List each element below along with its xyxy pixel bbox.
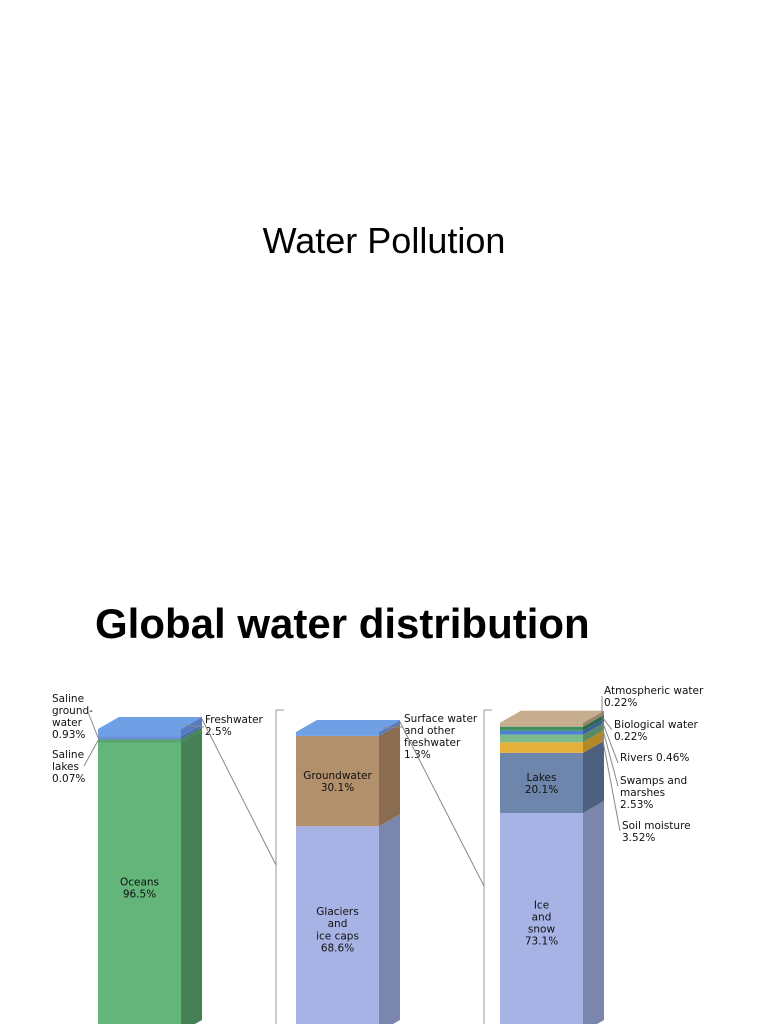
segment-side-atmospheric-water (583, 710, 604, 727)
chart-title: Global water distribution (95, 600, 590, 647)
label-swamps-and-marshes: Swamps and marshes 2.53% (620, 775, 687, 811)
segment-side-ice-and-snow (583, 801, 604, 1024)
segment-freshwater (98, 729, 181, 737)
segment-side-saline-lakes (181, 727, 202, 743)
leader-swamps-and-marshes (601, 726, 619, 787)
water-distribution-chart: Oceans 96.5% Glaciers and ice caps 68.6% Groun… (52, 685, 704, 1024)
segment-rivers (500, 730, 583, 735)
segment-surface-water-and-other-freshwater (296, 732, 379, 736)
slide-1: Water Pollution (262, 220, 506, 261)
label-glaciers-and-ice-caps: Glaciers and ice caps 68.6% (316, 906, 359, 954)
segment-side-freshwater (181, 717, 202, 737)
segment-saline-groundwater (98, 736, 181, 740)
leader-biological-water (601, 716, 613, 731)
leader-soil-moisture (601, 735, 621, 832)
segment-side-biological-water (583, 714, 604, 731)
segment-side-groundwater (379, 723, 400, 827)
slide-2: Global water distribution Oceans 96.5% Gla… (0, 512, 768, 1024)
segment-biological-water (500, 726, 583, 731)
segment-side-lakes (583, 740, 604, 814)
bracket-freshwater (275, 709, 284, 1024)
bracket-surface-water (483, 709, 492, 1024)
segment-oceans (98, 742, 181, 1024)
segment-side-oceans (181, 730, 202, 1024)
label-biological-water: Biological water 0.22% (614, 719, 699, 743)
label-oceans: Oceans 96.5% (120, 876, 159, 900)
segment-saline-lakes (98, 739, 181, 743)
segment-lakes (500, 752, 583, 814)
segment-glaciers-and-ice-caps (296, 826, 379, 1024)
label-atmospheric-water: Atmospheric water 0.22% (604, 685, 704, 709)
label-lakes: Lakes 20.1% (525, 772, 558, 796)
leader-surface-water (381, 726, 403, 729)
label-freshwater: Freshwater 2.5% (205, 714, 264, 738)
connector-freshwater (201, 718, 277, 866)
segment-groundwater (296, 735, 379, 827)
segment-side-soil-moisture (583, 730, 604, 753)
leader-rivers (601, 720, 619, 764)
label-soil-moisture: Soil moisture 3.52% (622, 820, 691, 844)
segment-swamps-and-marshes (500, 734, 583, 743)
connector-surface-water (399, 721, 485, 887)
segment-side-glaciers-and-ice-caps (379, 814, 400, 1024)
label-ice-and-snow: Ice and snow 73.1% (525, 900, 558, 948)
column-top-column-total-water (98, 717, 202, 729)
column-top-column-freshwater (296, 720, 400, 732)
label-groundwater: Groundwater 30.1% (303, 770, 372, 794)
column-top-column-surface-water (500, 710, 604, 723)
segment-ice-and-snow (500, 813, 583, 1024)
leader-freshwater (183, 724, 205, 728)
label-saline-lakes: Saline lakes 0.07% (52, 749, 85, 785)
leader-saline-groundwater (87, 711, 99, 738)
label-saline-groundwater: Saline ground-water 0.93% (52, 693, 93, 741)
segment-soil-moisture (500, 742, 583, 753)
segment-atmospheric-water (500, 722, 583, 727)
label-rivers: Rivers 0.46% (620, 752, 689, 764)
slide-title: Water Pollution (262, 220, 506, 261)
segment-side-rivers (583, 718, 604, 735)
leader-saline-lakes (83, 740, 99, 767)
segment-side-saline-groundwater (181, 724, 202, 740)
segment-side-swamps-and-marshes (583, 722, 604, 743)
